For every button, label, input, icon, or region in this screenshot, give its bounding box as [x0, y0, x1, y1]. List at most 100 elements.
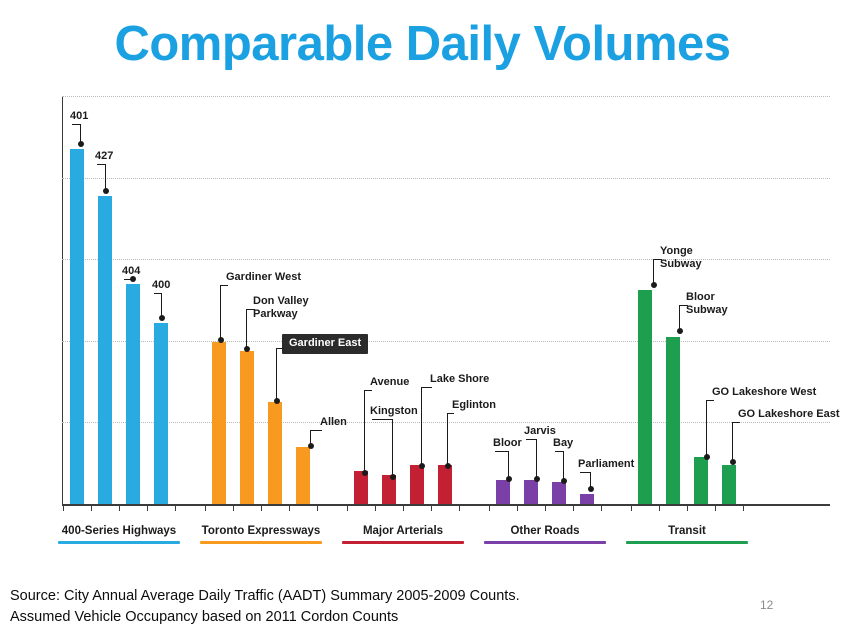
- callout-leader-line: [246, 309, 248, 349]
- bar[interactable]: [212, 341, 226, 504]
- callout-label: Parliament: [578, 458, 635, 470]
- bar[interactable]: [70, 149, 84, 504]
- bar[interactable]: [580, 494, 594, 504]
- x-axis-tick: [147, 505, 148, 511]
- callout-leader-line: [536, 439, 538, 479]
- chart-plot-area: 0100,000200,000300,000400,000500,000 401…: [62, 96, 840, 511]
- callout-dot: [533, 476, 540, 482]
- category-legend-label: Transit: [668, 525, 706, 537]
- x-axis-tick: [687, 505, 688, 511]
- bar[interactable]: [98, 195, 112, 504]
- callout-dot: [560, 478, 567, 484]
- callout-dot: [158, 315, 165, 321]
- bar[interactable]: [268, 402, 282, 504]
- source-note-line-2: Assumed Vehicle Occupancy based on 2011 …: [10, 609, 399, 625]
- x-axis-tick: [545, 505, 546, 511]
- category-legend-rule: [200, 541, 322, 544]
- callout-label: Don Valley Parkway: [253, 295, 309, 320]
- callout-dot: [587, 486, 594, 492]
- category-legend: 400-Series Highways Toronto Expressways Ma…: [58, 525, 830, 555]
- callout-leader-line: [421, 387, 423, 466]
- bar[interactable]: [638, 290, 652, 504]
- category-legend-item[interactable]: 400-Series Highways: [58, 525, 180, 544]
- bar[interactable]: [666, 336, 680, 504]
- callout-dot: [217, 337, 224, 343]
- callout-label: Gardiner East: [282, 334, 369, 354]
- callout-label: 404: [122, 265, 141, 277]
- callout-dot: [273, 398, 280, 404]
- x-axis-tick: [375, 505, 376, 511]
- callout-elbow: [580, 472, 590, 474]
- callout-leader-line: [590, 472, 592, 489]
- gridline: [62, 340, 830, 342]
- callout-elbow: [447, 413, 454, 415]
- callout-elbow: [97, 164, 105, 166]
- page-number: 12: [760, 598, 774, 612]
- callout-leader-line: [105, 164, 107, 191]
- bar[interactable]: [240, 350, 254, 504]
- category-legend-item[interactable]: Major Arterials: [342, 525, 464, 544]
- callout-elbow: [372, 419, 392, 421]
- bar[interactable]: [126, 283, 140, 504]
- bar[interactable]: [154, 322, 168, 504]
- x-axis-tick: [659, 505, 660, 511]
- callout-label: Allen: [320, 416, 347, 428]
- callout-dot: [243, 346, 250, 352]
- x-axis-tick: [119, 505, 120, 511]
- gridline: [62, 422, 830, 424]
- callout-leader-line: [732, 422, 734, 462]
- category-legend-item[interactable]: Toronto Expressways: [200, 525, 322, 544]
- callout-leader-line: [310, 430, 312, 446]
- callout-label: Gardiner West: [226, 271, 301, 283]
- callout-dot: [703, 454, 710, 460]
- callout-label: Lake Shore: [430, 373, 490, 385]
- callout-elbow: [246, 309, 255, 311]
- bar[interactable]: [694, 456, 708, 504]
- category-legend-item[interactable]: Other Roads: [484, 525, 606, 544]
- category-legend-rule: [484, 541, 606, 544]
- callout-elbow: [653, 259, 662, 261]
- category-legend-item[interactable]: Transit: [626, 525, 748, 544]
- callout-dot: [389, 474, 396, 480]
- x-axis-tick: [517, 505, 518, 511]
- gridline: [62, 96, 830, 97]
- callout-leader-line: [679, 305, 681, 331]
- callout-label: GO Lakeshore East: [738, 408, 840, 420]
- bar[interactable]: [722, 464, 736, 504]
- category-legend-rule: [58, 541, 180, 544]
- category-legend-label: Major Arterials: [362, 525, 444, 537]
- callout-leader-line: [364, 390, 366, 473]
- x-axis-tick: [403, 505, 404, 511]
- bar[interactable]: [296, 446, 310, 504]
- callout-elbow: [732, 422, 740, 424]
- callout-leader-line: [653, 259, 655, 285]
- x-axis-tick: [91, 505, 92, 511]
- bar[interactable]: [524, 480, 538, 504]
- bar[interactable]: [552, 481, 566, 504]
- callout-label: Jarvis: [524, 425, 556, 437]
- callout-label: Yonge Subway: [660, 245, 702, 270]
- callout-label: GO Lakeshore West: [712, 386, 817, 398]
- x-axis-tick: [431, 505, 432, 511]
- bar[interactable]: [496, 479, 510, 504]
- callout-label: 401: [70, 110, 89, 122]
- callout-label: Bloor: [493, 437, 522, 449]
- category-legend-rule: [626, 541, 748, 544]
- gridline: [62, 177, 830, 179]
- x-axis-tick: [715, 505, 716, 511]
- callout-elbow: [276, 348, 284, 350]
- callout-dot: [505, 476, 512, 482]
- x-axis-tick: [63, 505, 64, 511]
- callout-dot: [444, 463, 451, 469]
- bar[interactable]: [438, 464, 452, 504]
- callout-leader-line: [161, 293, 163, 318]
- bar[interactable]: [382, 474, 396, 504]
- bar[interactable]: [410, 464, 424, 504]
- callout-elbow: [364, 390, 372, 392]
- x-axis-tick: [573, 505, 574, 511]
- callout-elbow: [555, 451, 563, 453]
- callout-elbow: [495, 451, 508, 453]
- x-axis-tick: [631, 505, 632, 511]
- x-axis-tick: [743, 505, 744, 511]
- bar[interactable]: [354, 471, 368, 504]
